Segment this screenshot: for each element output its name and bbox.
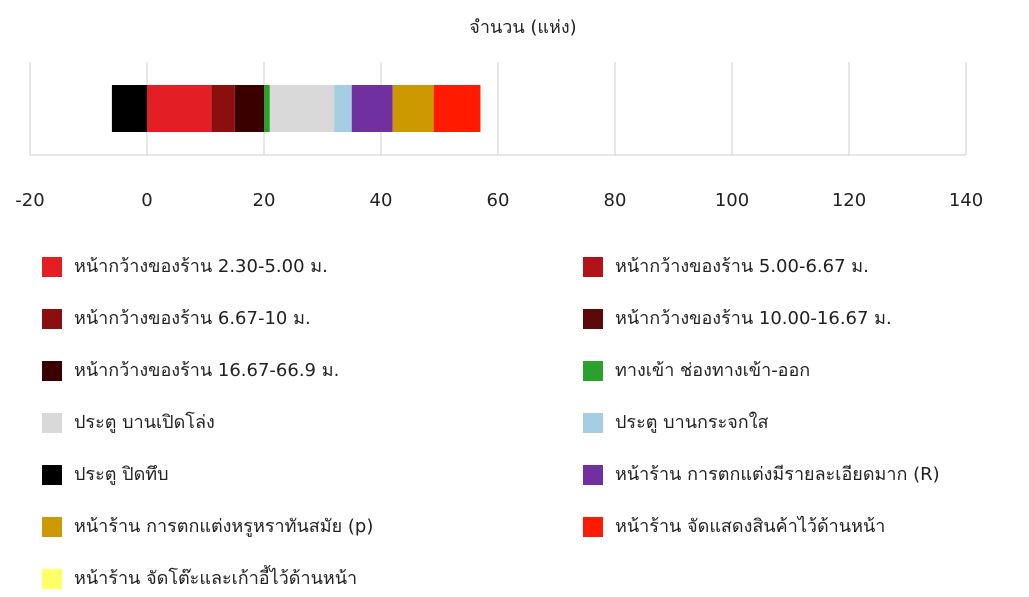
legend-swatch [42, 517, 62, 537]
x-tick-label: 40 [370, 190, 393, 211]
x-tick-label: 60 [487, 190, 510, 211]
bar-segment [351, 85, 393, 132]
legend-label: หน้ากว้างของร้าน 6.67-10 ม. [74, 308, 311, 329]
legend-swatch [42, 569, 62, 589]
legend-label: ประตู บานกระจกใส [615, 411, 768, 433]
chart-title: จำนวน (แห่ง) [469, 17, 576, 38]
legend-swatch [583, 517, 603, 537]
bar-segment [264, 85, 270, 132]
legend-swatch [583, 413, 603, 433]
legend-label: ประตู ปิดทึบ [74, 464, 169, 485]
legend-swatch [42, 413, 62, 433]
legend-label: หน้ากว้างของร้าน 10.00-16.67 ม. [615, 308, 892, 329]
legend-swatch [42, 361, 62, 381]
legend-label: หน้าร้าน การตกแต่งหรูหราทันสมัย (p) [74, 516, 373, 537]
bar-segment [147, 85, 212, 132]
bar-segment [392, 85, 434, 132]
bar-segment [211, 85, 235, 132]
x-tick-label: 100 [715, 190, 749, 211]
x-tick-label: 120 [832, 190, 866, 211]
legend-label: หน้ากว้างของร้าน 16.67-66.9 ม. [74, 360, 339, 381]
bar-segment [111, 85, 147, 132]
legend-label: หน้าร้าน การตกแต่งมีรายละเอียดมาก (R) [615, 464, 940, 485]
bar-segment [269, 85, 335, 132]
legend-label: หน้าร้าน จัดแสดงสินค้าไว้ด้านหน้า [615, 515, 885, 537]
legend-label: หน้ากว้างของร้าน 2.30-5.00 ม. [74, 256, 328, 277]
legend-label: หน้ากว้างของร้าน 5.00-6.67 ม. [615, 256, 869, 277]
bar-segment [433, 85, 481, 132]
x-tick-label: 80 [604, 190, 627, 211]
legend-swatch [42, 257, 62, 277]
x-tick-label: 140 [949, 190, 983, 211]
legend-label: ประตู บานเปิดโล่ง [74, 411, 215, 433]
legend-swatch [583, 465, 603, 485]
bar-segment [334, 85, 352, 132]
bar-segment [234, 85, 264, 132]
x-tick-label: -20 [15, 190, 44, 211]
legend-label: หน้าร้าน จัดโต๊ะและเก้าอี้ไว้ด้านหน้า [74, 565, 357, 589]
x-tick-label: 20 [253, 190, 276, 211]
legend-label: ทางเข้า ช่องทางเข้า-ออก [615, 360, 810, 381]
legend-swatch [583, 257, 603, 277]
legend-swatch [583, 309, 603, 329]
legend-swatch [583, 361, 603, 381]
legend-swatch [42, 465, 62, 485]
legend-swatch [42, 309, 62, 329]
x-tick-label: 0 [141, 190, 152, 211]
